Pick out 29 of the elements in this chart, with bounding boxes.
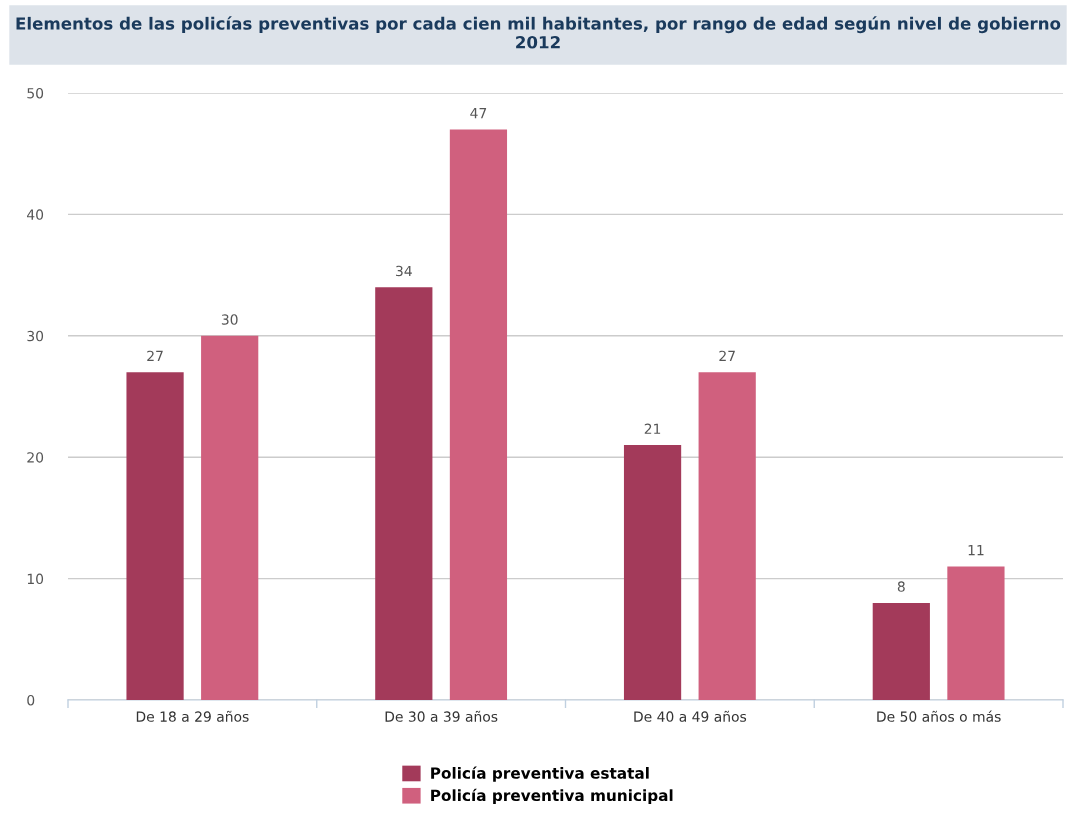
bar bbox=[201, 335, 259, 700]
x-tick-label: De 40 a 49 años bbox=[634, 710, 747, 722]
data-label: 27 bbox=[147, 350, 163, 361]
data-label: 47 bbox=[470, 108, 487, 119]
data-label: 27 bbox=[719, 350, 735, 361]
data-label: 30 bbox=[221, 314, 238, 325]
bar bbox=[872, 602, 930, 700]
x-tick-label: De 18 a 29 años bbox=[136, 710, 249, 722]
y-tick-label: 0 bbox=[27, 694, 35, 706]
bar bbox=[698, 372, 756, 700]
data-label: 8 bbox=[897, 581, 905, 592]
data-label: 34 bbox=[396, 265, 412, 277]
y-tick-label: 10 bbox=[27, 573, 44, 585]
legend-label: Policía preventiva estatal bbox=[431, 766, 649, 782]
bar bbox=[623, 445, 682, 700]
x-tick-label: De 30 a 39 años bbox=[385, 710, 498, 722]
y-tick-label: 30 bbox=[27, 330, 44, 342]
bar bbox=[947, 566, 1005, 700]
y-tick-label: 40 bbox=[27, 209, 44, 220]
bar bbox=[126, 372, 184, 700]
x-tick-label: De 50 años o más bbox=[877, 710, 1001, 722]
bar bbox=[449, 129, 508, 700]
chart-title: Elementos de las policías preventivas por cada cien mil habitantes, por rango de edad según nivel de gobierno 2012 bbox=[16, 16, 1061, 49]
y-tick-label: 20 bbox=[27, 452, 44, 463]
data-label: 21 bbox=[644, 423, 661, 434]
data-label: 11 bbox=[968, 545, 984, 556]
y-tick-label: 50 bbox=[27, 87, 44, 99]
bar bbox=[375, 287, 433, 700]
legend-label: Policía preventiva municipal bbox=[431, 788, 673, 805]
